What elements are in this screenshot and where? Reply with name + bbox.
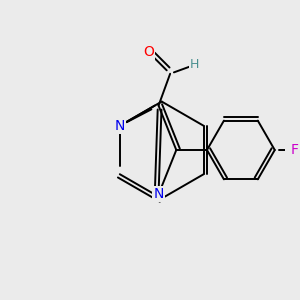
Text: O: O xyxy=(143,45,154,59)
Text: N: N xyxy=(153,188,164,201)
Text: F: F xyxy=(291,143,299,157)
Text: H: H xyxy=(190,58,199,71)
Text: N: N xyxy=(115,119,125,133)
